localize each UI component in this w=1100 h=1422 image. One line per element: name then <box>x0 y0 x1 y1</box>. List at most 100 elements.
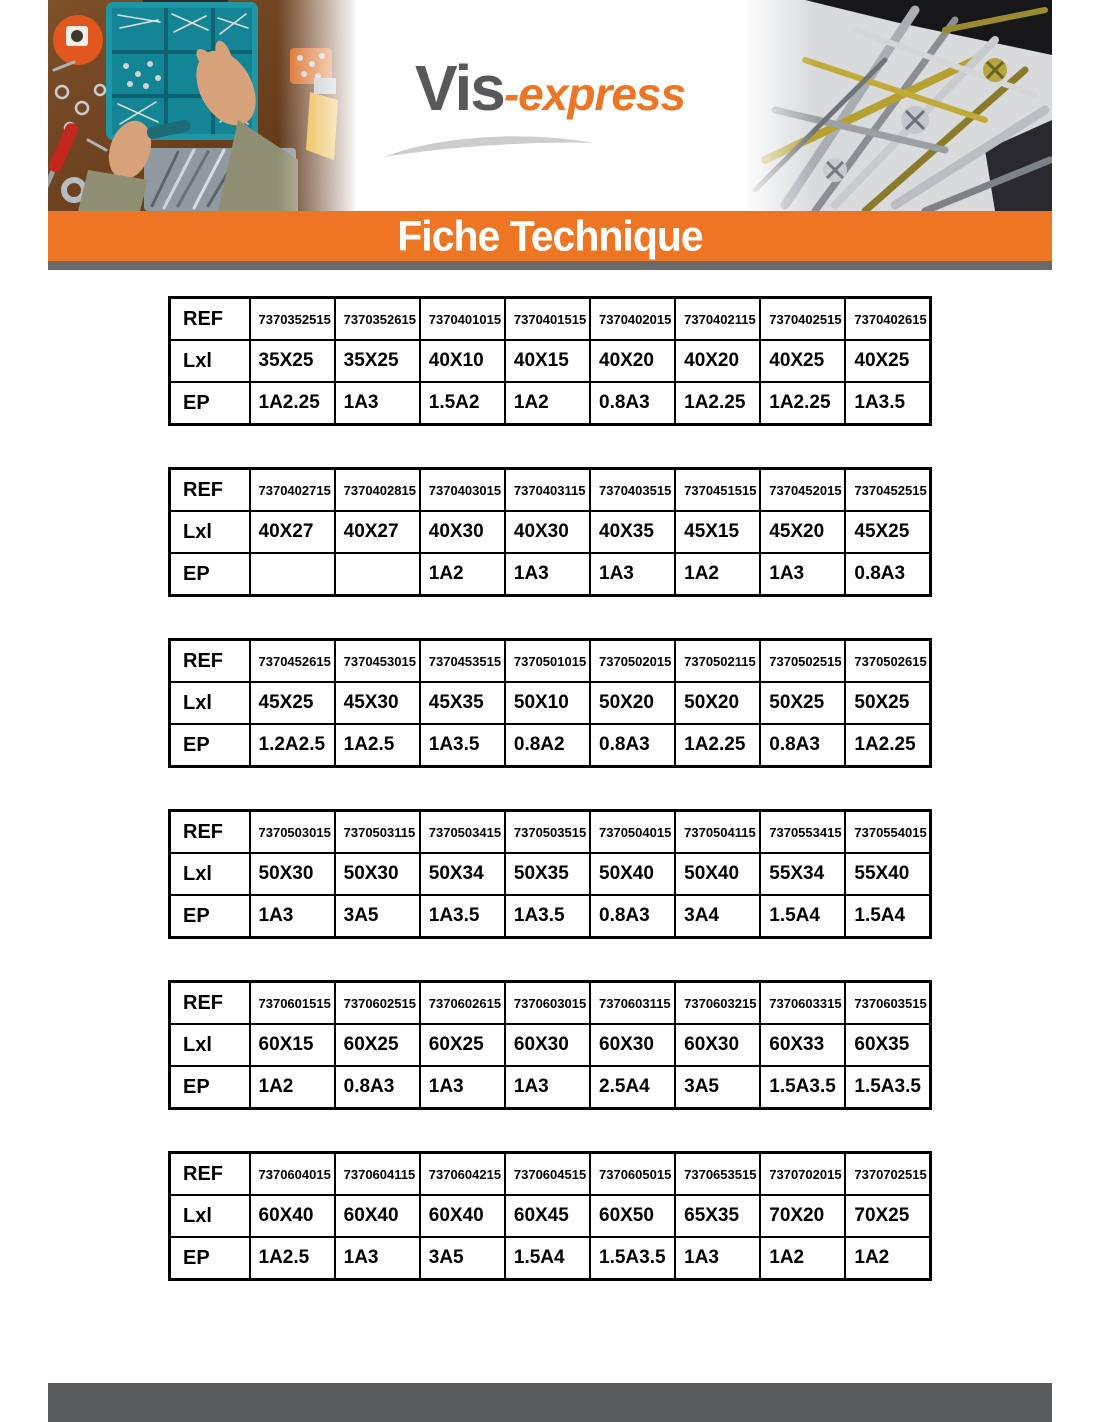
ref-cell: 7370452515 <box>844 467 932 512</box>
lxl-cell: 70X25 <box>844 1194 932 1238</box>
row-label-lxl: Lxl <box>168 510 251 554</box>
screws-pile-photo <box>745 0 1052 211</box>
ep-cell: 1.5A4 <box>844 894 932 939</box>
ep-cell: 1.5A2 <box>418 381 506 426</box>
lxl-cell: 50X40 <box>674 852 762 896</box>
ref-cell: 7370504015 <box>588 809 677 854</box>
lxl-cell: 40X30 <box>503 510 592 554</box>
ref-cell: 7370452015 <box>759 467 847 512</box>
ref-cell: 7370603015 <box>503 980 592 1025</box>
ref-cell: 7370503515 <box>503 809 592 854</box>
ep-cell: 3A5 <box>418 1236 506 1281</box>
table-row-ep: EP 1A2.25 1A3 1.5A2 1A2 0.8A3 1A2.25 1A2… <box>168 381 932 426</box>
ref-cell: 7370402015 <box>588 296 677 341</box>
ep-cell: 1A2 <box>248 1065 336 1110</box>
ep-cell: 1A2.25 <box>759 381 847 426</box>
lxl-cell: 50X25 <box>844 681 932 725</box>
ref-cell: 7370403115 <box>503 467 592 512</box>
ref-cell: 7370502115 <box>674 638 762 683</box>
table-row-lxl: Lxl 50X30 50X30 50X34 50X35 50X40 50X40 … <box>168 852 932 896</box>
ep-cell <box>333 552 421 597</box>
table-row-ep: EP 1A2 0.8A3 1A3 1A3 2.5A4 3A5 1.5A3.5 1… <box>168 1065 932 1110</box>
row-label-lxl: Lxl <box>168 852 251 896</box>
lxl-cell: 50X40 <box>588 852 677 896</box>
ref-cell: 7370604515 <box>503 1151 592 1196</box>
lxl-cell: 70X20 <box>759 1194 847 1238</box>
lxl-cell: 45X30 <box>333 681 421 725</box>
lxl-cell: 60X30 <box>588 1023 677 1067</box>
table-row-lxl: Lxl 60X40 60X40 60X40 60X45 60X50 65X35 … <box>168 1194 932 1238</box>
ref-cell: 7370403015 <box>418 467 506 512</box>
ref-cell: 7370702015 <box>759 1151 847 1196</box>
lxl-cell: 60X45 <box>503 1194 592 1238</box>
lxl-cell: 40X10 <box>418 339 506 383</box>
table-row-lxl: Lxl 60X15 60X25 60X25 60X30 60X30 60X30 … <box>168 1023 932 1067</box>
ep-cell: 1A3.5 <box>418 894 506 939</box>
ref-cell: 7370402615 <box>844 296 932 341</box>
row-label-ep: EP <box>168 1065 251 1110</box>
ep-cell: 1A2 <box>759 1236 847 1281</box>
row-label-ref: REF <box>168 809 251 854</box>
row-label-ref: REF <box>168 980 251 1025</box>
ep-cell: 1.5A3.5 <box>588 1236 677 1281</box>
lxl-cell: 40X15 <box>503 339 592 383</box>
lxl-cell: 60X40 <box>248 1194 336 1238</box>
logo-text-vis: Vis <box>414 51 506 124</box>
lxl-cell: 40X30 <box>418 510 506 554</box>
lxl-cell: 65X35 <box>674 1194 762 1238</box>
ep-cell: 1A2 <box>418 552 506 597</box>
ep-cell: 0.8A3 <box>759 723 847 768</box>
lxl-cell: 40X20 <box>674 339 762 383</box>
lxl-cell: 40X27 <box>333 510 421 554</box>
ref-cell: 7370603515 <box>844 980 932 1025</box>
ep-cell: 1A2.25 <box>248 381 336 426</box>
ref-cell: 7370402515 <box>759 296 847 341</box>
table-row-lxl: Lxl 40X27 40X27 40X30 40X30 40X35 45X15 … <box>168 510 932 554</box>
lxl-cell: 40X25 <box>844 339 932 383</box>
lxl-cell: 60X25 <box>333 1023 421 1067</box>
ep-cell: 1A3 <box>333 1236 421 1281</box>
table-row-ref: REF 7370503015 7370503115 7370503415 737… <box>168 809 932 854</box>
ep-cell: 1A2 <box>674 552 762 597</box>
ep-cell: 1A3.5 <box>503 894 592 939</box>
lxl-cell: 60X35 <box>844 1023 932 1067</box>
ref-cell: 7370602615 <box>418 980 506 1025</box>
ref-cell: 7370605015 <box>588 1151 677 1196</box>
ref-cell: 7370554015 <box>844 809 932 854</box>
ep-cell: 0.8A2 <box>503 723 592 768</box>
ep-cell: 1A3 <box>759 552 847 597</box>
ref-cell: 7370503015 <box>248 809 336 854</box>
ep-cell: 0.8A3 <box>588 381 677 426</box>
lxl-cell: 45X15 <box>674 510 762 554</box>
spec-table-2: REF 7370402715 7370402815 7370403015 737… <box>168 467 932 597</box>
ref-cell: 7370553415 <box>759 809 847 854</box>
ep-cell: 2.5A4 <box>588 1065 677 1110</box>
lxl-cell: 55X40 <box>844 852 932 896</box>
ref-cell: 7370502015 <box>588 638 677 683</box>
spec-table-4: REF 7370503015 7370503115 7370503415 737… <box>168 809 932 939</box>
ep-cell: 0.8A3 <box>844 552 932 597</box>
lxl-cell: 35X25 <box>248 339 336 383</box>
lxl-cell: 40X20 <box>588 339 677 383</box>
lxl-cell: 60X40 <box>333 1194 421 1238</box>
lxl-cell: 40X27 <box>248 510 336 554</box>
page-title: Fiche Technique <box>397 211 703 261</box>
ep-cell: 1A3 <box>333 381 421 426</box>
ref-cell: 7370603215 <box>674 980 762 1025</box>
workbench-photo-illustration <box>48 0 355 211</box>
lxl-cell: 40X35 <box>588 510 677 554</box>
lxl-cell: 45X20 <box>759 510 847 554</box>
lxl-cell: 50X30 <box>333 852 421 896</box>
ref-cell: 7370352515 <box>248 296 336 341</box>
table-row-ep: EP 1A3 3A5 1A3.5 1A3.5 0.8A3 3A4 1.5A4 1… <box>168 894 932 939</box>
table-row-ref: REF 7370601515 7370602515 7370602615 737… <box>168 980 932 1025</box>
ref-cell: 7370451515 <box>674 467 762 512</box>
ep-cell: 1A3 <box>248 894 336 939</box>
lxl-cell: 50X35 <box>503 852 592 896</box>
lxl-cell: 45X35 <box>418 681 506 725</box>
row-label-ref: REF <box>168 638 251 683</box>
table-row-ep: EP 1A2.5 1A3 3A5 1.5A4 1.5A3.5 1A3 1A2 1… <box>168 1236 932 1281</box>
ref-cell: 7370653515 <box>674 1151 762 1196</box>
row-label-ep: EP <box>168 552 251 597</box>
